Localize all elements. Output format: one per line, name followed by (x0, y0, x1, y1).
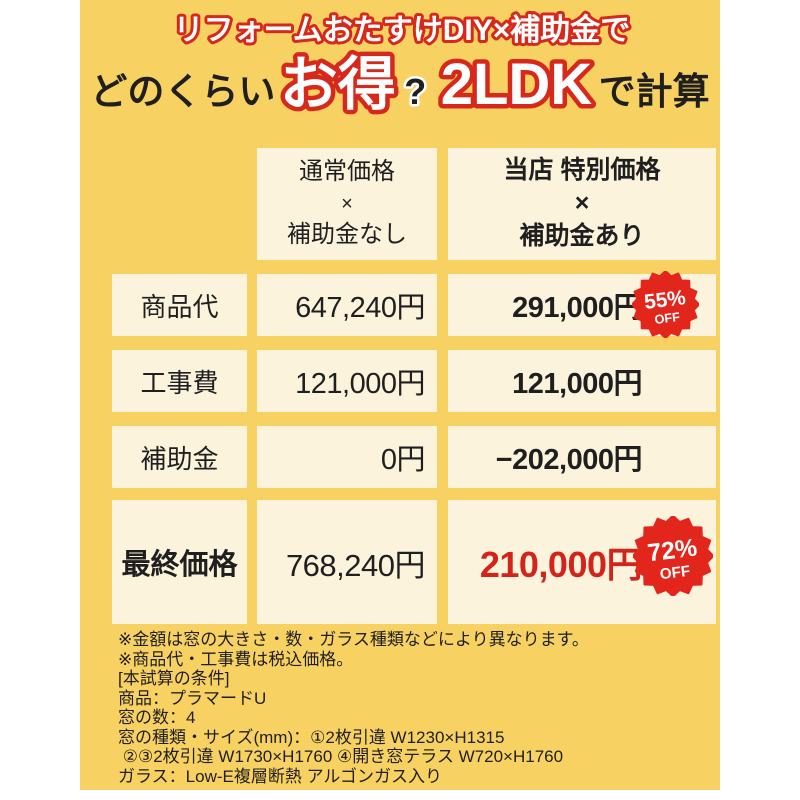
title-line2-question-mark: ? (404, 71, 426, 112)
row-subsidy-normal-value: 0円 (380, 444, 426, 476)
title-line2-highlight-otoku: お得 (280, 52, 396, 117)
row-final-special-value: 210,000円 (479, 544, 643, 585)
row-final-label: 最終価格 (121, 549, 238, 581)
row-subsidy-special-cell: −202,000円 (448, 426, 716, 488)
row-subsidy-special-value: −202,000円 (495, 444, 643, 476)
badge-55-percent: 55% (643, 286, 687, 314)
header-normal-line1: 通常価格 (299, 158, 395, 186)
row-construction-label: 工事費 (140, 367, 219, 398)
row-construction-normal-cell: 121,000円 (257, 350, 437, 412)
title-line1: リフォームおたすけDIY×補助金で (174, 13, 631, 47)
conditions-notes: ※金額は窓の大きさ・数・ガラス種類などにより異なります。 ※商品代・工事費は税込… (118, 630, 698, 786)
title-line2-highlight-2ldk: 2LDK (441, 52, 593, 117)
title-line2-suffix: で計算 (599, 71, 710, 112)
row-subsidy-label: 補助金 (140, 443, 219, 474)
badge-72-percent: 72% (646, 535, 699, 568)
column-header-normal-price: 通常価格 × 補助金なし (257, 148, 437, 260)
row-product-special-value: 291,000円 (512, 292, 642, 324)
discount-badge-55: 55% OFF (632, 271, 699, 338)
row-construction-label-cell: 工事費 (112, 350, 247, 412)
header-special-line3: 補助金あり (519, 222, 645, 251)
row-product-label-cell: 商品代 (112, 274, 247, 336)
header-normal-times: × (341, 192, 353, 215)
badge-starburst-icon (632, 271, 699, 338)
row-construction-special-value: 121,000円 (512, 368, 642, 400)
badge-starburst-icon (633, 516, 713, 596)
row-product-label: 商品代 (140, 291, 219, 322)
header-normal-line3: 補助金なし (287, 221, 407, 249)
note-line: ※金額は窓の大きさ・数・ガラス種類などにより異なります。 (118, 630, 589, 649)
row-final-normal-cell: 768,240円 (257, 500, 437, 624)
flyer-panel: リフォームおたすけDIY×補助金で どのくらい お得 ? 2LDK で計算 通常… (80, 0, 720, 790)
badge-72-off: OFF (659, 563, 691, 584)
row-final-normal-value: 768,240円 (285, 547, 426, 583)
title-line2-prefix: どのくらい (90, 71, 275, 112)
header-special-times: × (574, 189, 590, 218)
flyer-title: リフォームおたすけDIY×補助金で どのくらい お得 ? 2LDK で計算 (90, 10, 709, 122)
badge-55-off: OFF (654, 309, 681, 327)
row-construction-normal-value: 121,000円 (295, 368, 425, 400)
row-product-normal-value: 647,240円 (295, 292, 425, 324)
column-header-special-price: 当店 特別価格 × 補助金あり (448, 148, 716, 260)
row-subsidy-normal-cell: 0円 (257, 426, 437, 488)
title-line2: どのくらい お得 ? 2LDK で計算 (90, 52, 709, 117)
note-line: ガラス：Low-E複層断熱 アルゴンガス入り (118, 766, 443, 786)
note-line: 窓の種類・サイズ(mm)：①2枚引違 W1230×H1315 (118, 727, 505, 747)
row-final-label-cell: 最終価格 (112, 500, 247, 624)
discount-badge-72: 72% OFF (633, 516, 713, 596)
note-line: ②③2枚引違 W1730×H1760 ④開き窓テラス W720×H1760 (118, 747, 564, 766)
row-product-normal-cell: 647,240円 (257, 274, 437, 336)
note-line: 商品：プラマードU (118, 688, 267, 708)
note-line: [本試算の条件] (118, 669, 230, 688)
note-line: 窓の数：4 (118, 708, 196, 727)
note-line: ※商品代・工事費は税込価格。 (118, 649, 354, 669)
row-construction-special-cell: 121,000円 (448, 350, 716, 412)
row-subsidy-label-cell: 補助金 (112, 426, 247, 488)
header-special-line1: 当店 特別価格 (503, 156, 661, 185)
